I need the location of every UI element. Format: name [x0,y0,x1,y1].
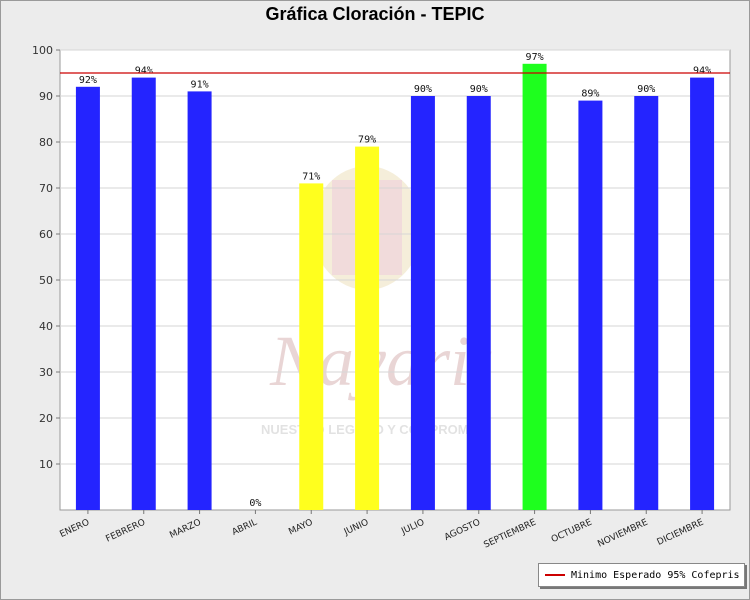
y-tick-label: 100 [32,44,53,57]
y-tick-label: 90 [39,90,53,103]
data-label: 71% [302,171,320,182]
bar-diciembre [690,77,715,510]
y-axis-ticks: 10 20 30 40 50 60 70 80 90 100 [32,44,60,471]
bar-mayo [299,183,324,510]
x-tick-label: FEBRERO [104,518,147,545]
y-tick-label: 50 [39,274,53,287]
bar-series [75,63,715,511]
legend-swatch [545,574,565,576]
bar-junio [355,146,380,510]
y-tick-label: 30 [39,366,53,379]
x-tick-label: AGOSTO [443,518,482,543]
x-tick-label: JUNIO [342,518,370,538]
y-tick-label: 80 [39,136,53,149]
y-tick-label: 10 [39,458,53,471]
data-label: 90% [637,84,655,95]
y-tick-label: 70 [39,182,53,195]
x-tick-label: MARZO [168,518,203,541]
x-tick-label: MAYO [287,518,314,538]
x-tick-label: SEPTIEMBRE [482,518,538,551]
data-label: 92% [79,75,97,86]
x-tick-label: OCTUBRE [550,518,594,546]
x-axis-ticks: ENERO FEBRERO MARZO ABRIL MAYO JUNIO JULIO AGOS… [58,510,706,551]
x-tick-label: ABRIL [231,518,259,538]
data-labels: 92% 94% 91% 0% 71% 79% 90% 90% 97% 89% 90% 94% [79,52,711,509]
bar-agosto [466,96,491,510]
bar-julio [410,96,435,510]
y-tick-label: 40 [39,320,53,333]
y-tick-label: 20 [39,412,53,425]
chart-title: Gráfica Cloración - TEPIC [265,4,485,24]
x-tick-label: JULIO [399,518,426,538]
bar-febrero [131,77,156,510]
bar-enero [75,86,100,511]
data-label: 90% [470,84,488,95]
x-tick-label: DICIEMBRE [656,518,706,548]
data-label: 0% [249,498,261,509]
data-label: 91% [191,79,209,90]
data-label: 97% [526,52,544,63]
data-label: 79% [358,135,376,146]
x-tick-label: ENERO [58,518,91,540]
legend-label: Minimo Esperado 95% Cofepris [571,569,740,581]
bar-marzo [187,91,212,511]
bar-septiembre [522,63,547,511]
grid-lines [60,49,730,465]
data-label: 90% [414,84,432,95]
x-tick-label: NOVIEMBRE [596,518,649,550]
data-label: 94% [693,66,711,77]
y-tick-label: 60 [39,228,53,241]
legend: Minimo Esperado 95% Cofepris [538,563,745,587]
data-label: 89% [581,89,599,100]
bar-octubre [578,100,603,510]
data-label: 94% [135,66,153,77]
bar-noviembre [634,96,659,510]
